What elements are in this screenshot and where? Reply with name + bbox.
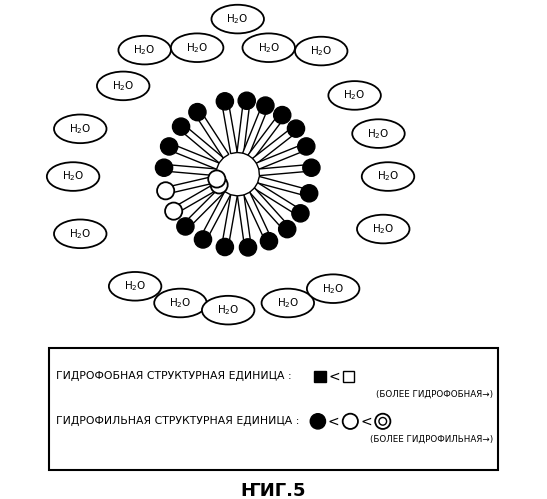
Bar [179,124,223,163]
Circle shape [172,118,190,135]
Bar [49,348,498,470]
Bar [248,113,285,159]
Text: H$_2$O: H$_2$O [226,12,249,26]
Bar [172,182,221,214]
Bar [253,126,298,164]
Circle shape [298,138,315,155]
Circle shape [189,104,206,121]
Bar [164,164,217,176]
Bar [237,195,251,248]
Text: H$_2$O: H$_2$O [310,44,333,58]
Bar [222,195,237,248]
Bar [183,187,225,229]
Ellipse shape [54,114,107,143]
Ellipse shape [307,274,359,303]
Circle shape [161,138,178,155]
Ellipse shape [202,296,254,324]
Circle shape [177,218,194,235]
Text: H$_2$O: H$_2$O [112,79,135,93]
Circle shape [375,414,391,429]
Text: H$_2$O: H$_2$O [258,41,280,54]
Circle shape [155,159,173,176]
Bar [259,164,312,176]
Circle shape [194,231,212,248]
Text: H$_2$O: H$_2$O [69,122,91,136]
Text: <: < [328,369,340,383]
Ellipse shape [54,220,107,248]
Bar [249,188,290,232]
Text: H$_2$O: H$_2$O [186,41,208,54]
Ellipse shape [154,289,207,317]
Bar [222,101,237,154]
Bar [200,192,231,241]
Ellipse shape [362,162,414,191]
Text: <: < [328,414,340,428]
Circle shape [238,92,255,109]
Circle shape [216,239,234,255]
Ellipse shape [261,289,314,317]
Circle shape [278,221,296,238]
Bar [195,110,229,158]
Text: H$_2$O: H$_2$O [169,296,191,310]
Text: H$_2$O: H$_2$O [322,282,345,295]
Text: H$_2$O: H$_2$O [344,88,366,102]
Circle shape [379,418,387,425]
Circle shape [287,120,305,137]
Circle shape [211,176,228,194]
Ellipse shape [357,215,410,244]
Bar [258,177,310,197]
Text: H$_2$O: H$_2$O [69,227,91,241]
Circle shape [274,106,291,124]
Bar [254,183,302,216]
Circle shape [300,185,318,202]
Text: H$_2$O: H$_2$O [62,170,84,184]
Ellipse shape [352,119,405,148]
Bar [168,143,219,169]
Text: (БОЛЕЕ ГИДРОФИЛЬНАЯ→): (БОЛЕЕ ГИДРОФИЛЬНАЯ→) [370,435,493,444]
Bar [165,176,218,194]
Circle shape [157,182,174,200]
Circle shape [257,97,274,114]
Ellipse shape [328,81,381,110]
Circle shape [165,203,182,220]
Bar [314,371,325,382]
Bar [243,104,269,156]
Bar [342,371,354,382]
Bar [244,192,272,243]
Ellipse shape [295,37,347,65]
Circle shape [216,93,234,110]
Ellipse shape [171,33,223,62]
Text: ҤИГ.5: ҤИГ.5 [241,482,306,499]
Ellipse shape [47,162,100,191]
Text: H$_2$O: H$_2$O [367,127,389,141]
Text: H$_2$O: H$_2$O [372,222,394,236]
Circle shape [292,205,309,222]
Text: H$_2$O: H$_2$O [217,303,240,317]
Text: <: < [360,414,372,428]
Circle shape [208,170,225,188]
Ellipse shape [97,71,149,100]
Ellipse shape [118,36,171,64]
Bar [257,143,307,169]
Circle shape [303,159,320,176]
Circle shape [240,239,257,256]
Text: (БОЛЕЕ ГИДРОФОБНАЯ→): (БОЛЕЕ ГИДРОФОБНАЯ→) [376,390,493,399]
Bar [237,100,250,153]
Circle shape [342,414,358,429]
Text: H$_2$O: H$_2$O [377,170,399,184]
Text: H$_2$O: H$_2$O [124,279,147,293]
Ellipse shape [212,5,264,33]
Ellipse shape [109,272,161,300]
Text: ГИДРОФИЛЬНАЯ СТРУКТУРНАЯ ЕДИНИЦА :: ГИДРОФИЛЬНАЯ СТРУКТУРНАЯ ЕДИНИЦА : [56,416,300,426]
Circle shape [260,233,277,250]
Text: ГИДРОФОБНАЯ СТРУКТУРНАЯ ЕДИНИЦА :: ГИДРОФОБНАЯ СТРУКТУРНАЯ ЕДИНИЦА : [56,371,292,381]
Text: H$_2$O: H$_2$O [277,296,299,310]
Ellipse shape [242,33,295,62]
Circle shape [310,414,325,429]
Text: H$_2$O: H$_2$O [133,43,156,57]
